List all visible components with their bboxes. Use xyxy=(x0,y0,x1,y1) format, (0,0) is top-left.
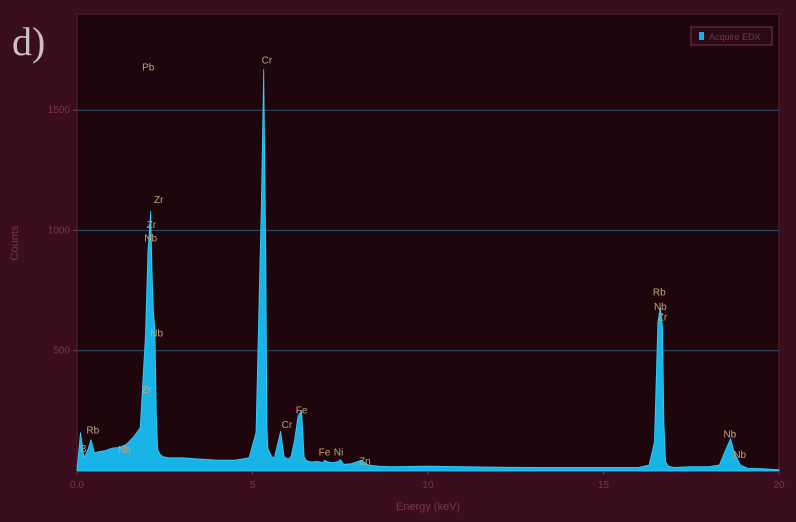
plot-area xyxy=(76,13,780,472)
y-tick-label: 500 xyxy=(53,346,70,357)
legend-swatch xyxy=(699,32,704,40)
peak-label: Pb xyxy=(142,63,155,74)
peak-label: Fe xyxy=(296,405,308,416)
peak-label: Rb xyxy=(653,287,666,298)
peak-label: Cr xyxy=(282,420,293,431)
y-tick-label: 1000 xyxy=(48,225,71,236)
spectrum-series xyxy=(76,68,780,472)
peak-label: Cr xyxy=(262,55,273,66)
x-tick-label: 15 xyxy=(598,480,610,491)
y-axis: 500 1000 1500 xyxy=(48,105,77,357)
peak-label: Nb xyxy=(144,233,157,244)
x-tick-label: 5 xyxy=(250,480,256,491)
peak-label: Zn xyxy=(359,456,371,467)
peak-label: Nb xyxy=(150,328,163,339)
peak-label: Ni xyxy=(334,447,343,458)
legend[interactable]: Acquire EDX xyxy=(690,26,773,46)
peak-label: Nb xyxy=(654,302,667,313)
x-axis-title: Energy (keV) xyxy=(396,501,460,513)
legend-entry-label: Acquire EDX xyxy=(709,32,761,42)
peak-label: B xyxy=(80,444,87,455)
peak-label: Nb xyxy=(733,450,746,461)
x-tick-label: 20 xyxy=(773,480,785,491)
x-axis: 0.0 5 10 15 20 xyxy=(70,471,785,491)
spectrum-area xyxy=(76,68,780,472)
peak-label: Zr xyxy=(147,220,157,231)
y-axis-title: Counts xyxy=(9,225,21,260)
y-tick-label: 1500 xyxy=(48,105,71,116)
x-tick-label: 0.0 xyxy=(70,480,84,491)
peak-label: Rb xyxy=(86,426,99,437)
peak-label: Nb xyxy=(118,445,131,456)
legend-box xyxy=(690,26,773,46)
peak-label: Zr xyxy=(142,385,152,396)
peak-label: Fe xyxy=(319,447,331,458)
peak-label: Nb xyxy=(723,429,736,440)
panel-label: d) xyxy=(12,19,46,64)
x-tick-label: 10 xyxy=(422,480,434,491)
peak-label: Zr xyxy=(658,313,668,324)
peak-label: Zr xyxy=(154,195,164,206)
